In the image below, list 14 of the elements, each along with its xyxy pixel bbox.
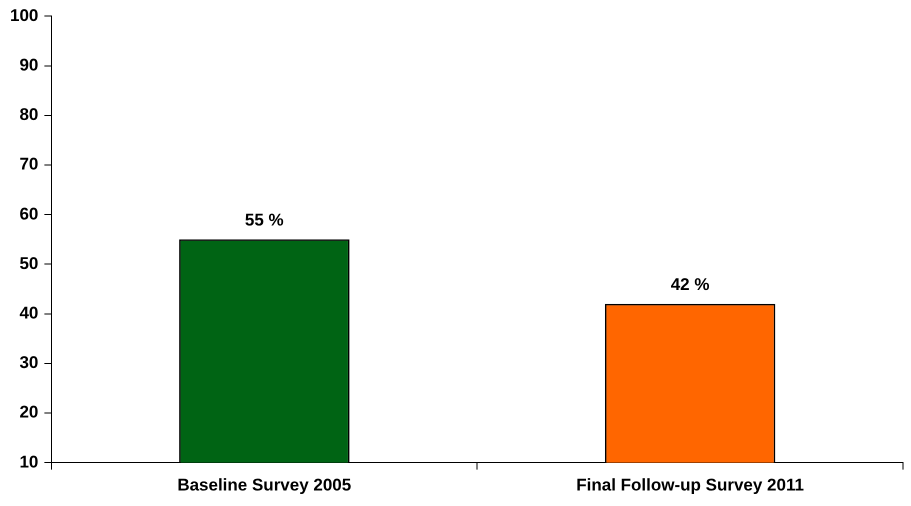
- y-tick-label: 60: [19, 204, 38, 224]
- y-tick-label: 50: [19, 254, 38, 273]
- data-label: 55 %: [244, 210, 284, 230]
- x-tick-label: Baseline Survey 2005: [177, 475, 352, 494]
- y-tick-label: 90: [19, 55, 38, 74]
- y-tick-label: 30: [19, 353, 38, 372]
- y-tick-label: 70: [19, 154, 38, 174]
- y-tick-label: 20: [19, 402, 38, 422]
- y-tick-label: 100: [10, 6, 38, 25]
- y-tick-label: 80: [19, 105, 38, 124]
- y-tick-label: 40: [19, 303, 38, 322]
- x-tick-label: Final Follow-up Survey 2011: [576, 475, 804, 494]
- data-label: 42 %: [670, 275, 710, 294]
- y-tick-label: 10: [19, 452, 38, 472]
